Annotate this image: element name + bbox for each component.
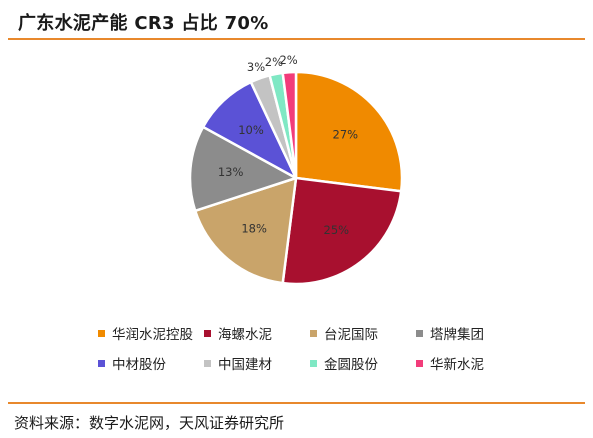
pie-slice-label-2: 25% bbox=[324, 223, 350, 237]
legend-label: 台泥国际 bbox=[324, 327, 378, 343]
pie-slice-label-5: 10% bbox=[238, 123, 264, 137]
legend-row-2: 中材股份 中国建材 金圆股份 华新水泥 bbox=[98, 348, 538, 378]
legend-label: 中材股份 bbox=[112, 357, 166, 373]
legend-label: 金圆股份 bbox=[324, 357, 378, 373]
pie-slice-2 bbox=[281, 176, 403, 286]
legend-item-2: 海螺水泥 bbox=[204, 323, 310, 343]
pie-slice-8 bbox=[281, 70, 298, 180]
legend-label: 海螺水泥 bbox=[218, 327, 272, 343]
legend-label: 华润水泥控股 bbox=[112, 327, 193, 343]
chart-legend: 华润水泥控股 海螺水泥 台泥国际 塔牌集团 中材股份 中国建材 金圆股份 华新水泥 bbox=[98, 318, 538, 378]
legend-item-1: 华润水泥控股 bbox=[98, 323, 204, 343]
legend-row-1: 华润水泥控股 海螺水泥 台泥国际 塔牌集团 bbox=[98, 318, 538, 348]
legend-swatch bbox=[416, 359, 423, 367]
footer-divider bbox=[8, 402, 585, 404]
pie-slice-label-4: 13% bbox=[218, 165, 244, 179]
legend-item-7: 金圆股份 bbox=[310, 353, 416, 373]
legend-swatch bbox=[310, 359, 317, 367]
legend-swatch bbox=[416, 329, 423, 337]
pie-slice-3 bbox=[193, 176, 298, 285]
source-note: 资料来源：数字水泥网，天风证券研究所 bbox=[14, 414, 285, 432]
pie-slices bbox=[188, 70, 404, 286]
legend-item-4: 塔牌集团 bbox=[416, 323, 522, 343]
pie-slice-label-6: 3% bbox=[247, 60, 265, 74]
legend-swatch bbox=[98, 359, 105, 367]
pie-slice-label-1: 27% bbox=[333, 128, 359, 142]
pie-slice-4 bbox=[188, 125, 298, 213]
legend-label: 中国建材 bbox=[218, 357, 272, 373]
pie-labels: 27%25%18%13%10%3% 2%2% bbox=[218, 53, 358, 237]
legend-item-3: 台泥国际 bbox=[310, 323, 416, 343]
legend-item-8: 华新水泥 bbox=[416, 353, 522, 373]
legend-label: 塔牌集团 bbox=[430, 327, 484, 343]
pie-slice-1 bbox=[294, 70, 404, 193]
legend-label: 华新水泥 bbox=[430, 357, 484, 373]
title-divider bbox=[8, 38, 585, 40]
legend-swatch bbox=[310, 329, 317, 337]
chart-title: 广东水泥产能 CR3 占比 70% bbox=[18, 13, 269, 34]
legend-item-5: 中材股份 bbox=[98, 353, 204, 373]
pie-slice-label-7: 2% bbox=[265, 55, 283, 69]
pie-slice-label-8: 2% bbox=[279, 53, 297, 67]
legend-swatch bbox=[204, 329, 211, 337]
pie-slice-label-3: 18% bbox=[241, 222, 267, 236]
legend-swatch bbox=[98, 329, 105, 337]
legend-item-6: 中国建材 bbox=[204, 353, 310, 373]
legend-swatch bbox=[204, 359, 211, 367]
